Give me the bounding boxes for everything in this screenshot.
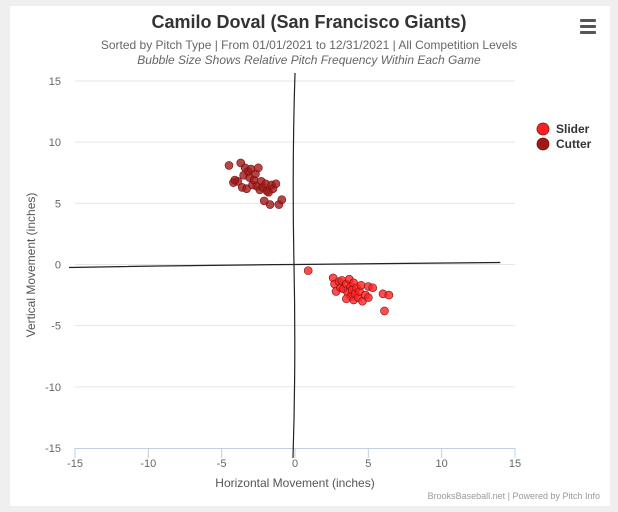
y-tick-label: 10 [49,137,61,149]
chart-subtitle-italic: Bubble Size Shows Relative Pitch Frequen… [137,53,481,67]
x-tick-label: 10 [436,458,448,470]
chart-subtitle: Sorted by Pitch Type | From 01/01/2021 t… [100,38,518,52]
y-tick-label: 15 [49,76,61,88]
y-tick-label: 0 [55,260,61,272]
zero-horizontal-line [68,261,501,269]
slider-point[interactable] [368,283,378,293]
chart-panel [10,6,610,506]
cutter-point[interactable] [230,175,240,185]
cutter-point[interactable] [271,179,281,189]
x-tick-label: -5 [217,458,227,470]
y-tick-label: 5 [55,198,61,210]
credits-text[interactable]: BrooksBaseball.net | Powered by Pitch In… [427,491,600,501]
legend-marker-cutter[interactable] [536,137,550,151]
legend-label-slider[interactable]: Slider [556,122,590,136]
cutter-point[interactable] [277,195,287,204]
y-tick-label: -5 [51,321,61,333]
y-tick-label: -10 [45,382,61,394]
cutter-point[interactable] [265,200,275,209]
x-tick-label: -10 [140,458,156,470]
slider-point[interactable] [303,266,313,275]
legend-marker-slider[interactable] [536,122,550,136]
x-tick-label: 0 [292,458,298,470]
zero-vertical-line [292,72,296,459]
slider-point[interactable] [364,293,373,302]
chart-title: Camilo Doval (San Francisco Giants) [151,12,467,32]
cutter-point[interactable] [254,163,263,173]
legend-label-cutter[interactable]: Cutter [556,137,592,151]
x-tick-label: 15 [509,458,521,470]
x-tick-label: -15 [67,458,83,470]
slider-point[interactable] [356,280,366,290]
axes [68,72,516,459]
slider-point[interactable] [380,306,389,316]
slider-point[interactable] [384,290,394,300]
data-points [224,158,394,316]
cutter-point[interactable] [224,161,234,170]
series-cutter [224,158,287,209]
series-slider [303,266,394,316]
tick-labels: 15 10 5 0 -5 -10 -15 -15 -10 -5 0 5 10 15 [45,76,521,470]
hamburger-menu-icon[interactable] [576,16,600,38]
x-axis-label: Horizontal Movement (inches) [215,476,374,490]
x-tick-label: 5 [365,458,371,470]
y-axis-label: Vertical Movement (inches) [24,193,38,338]
slider-point[interactable] [342,294,351,304]
y-tick-label: -15 [45,443,61,455]
